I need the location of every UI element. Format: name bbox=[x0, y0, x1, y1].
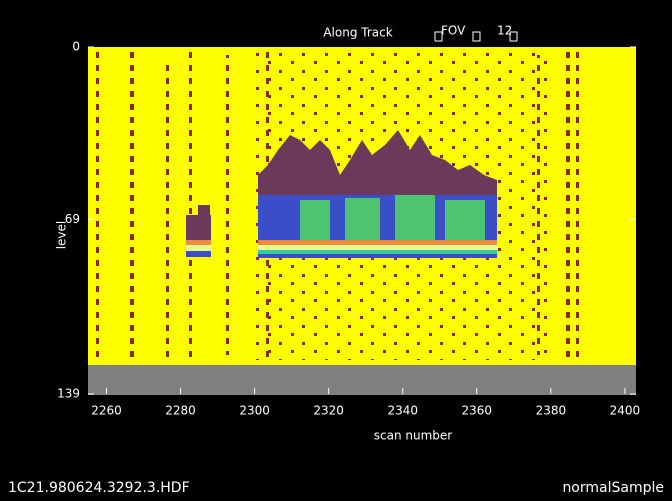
x-tick-label: 2320 bbox=[313, 404, 344, 418]
file-name: 1C21.980624.3292.3.HDF bbox=[8, 480, 190, 496]
bright-band bbox=[258, 245, 497, 250]
small-band bbox=[186, 251, 211, 257]
bright-band bbox=[258, 254, 497, 258]
y-tick-label: 0 bbox=[72, 40, 80, 54]
fov-box[interactable] bbox=[434, 31, 443, 42]
small-band bbox=[186, 240, 211, 245]
small-cloud bbox=[198, 205, 210, 220]
stripe bbox=[576, 50, 579, 360]
x-tick-label: 2340 bbox=[387, 404, 418, 418]
stripe bbox=[226, 55, 229, 355]
x-axis-label: scan number bbox=[374, 429, 453, 443]
title: Along Track bbox=[323, 26, 392, 40]
fov-label: FOV bbox=[441, 24, 466, 38]
x-tick-label: 2260 bbox=[91, 404, 122, 418]
cloud-cell bbox=[445, 200, 485, 240]
y-axis-label: level bbox=[55, 221, 69, 250]
x-tick-label: 2380 bbox=[536, 404, 567, 418]
x-tick-label: 2360 bbox=[462, 404, 493, 418]
gray-band bbox=[88, 365, 636, 395]
y-tick-label: 69 bbox=[65, 212, 80, 226]
bright-band bbox=[258, 240, 497, 245]
y-tick-label: 139 bbox=[57, 387, 80, 401]
stripe bbox=[166, 60, 169, 360]
fov-box[interactable] bbox=[472, 31, 481, 42]
image-area bbox=[88, 47, 636, 395]
bright-band bbox=[258, 250, 497, 254]
small-band bbox=[186, 245, 211, 251]
fov-value: 12 bbox=[497, 24, 512, 38]
x-tick-label: 2280 bbox=[165, 404, 196, 418]
cloud-cell bbox=[300, 200, 330, 240]
stripe bbox=[189, 50, 192, 360]
mode: normalSample bbox=[562, 480, 664, 496]
stripe bbox=[130, 50, 134, 360]
cloud-cell bbox=[395, 195, 435, 240]
stripe bbox=[566, 50, 570, 360]
stripe bbox=[537, 55, 540, 355]
x-tick-label: 2400 bbox=[610, 404, 641, 418]
x-tick-label: 2300 bbox=[239, 404, 270, 418]
stripe bbox=[96, 50, 99, 360]
cloud-cell bbox=[345, 198, 380, 240]
fov-box[interactable] bbox=[509, 31, 518, 42]
